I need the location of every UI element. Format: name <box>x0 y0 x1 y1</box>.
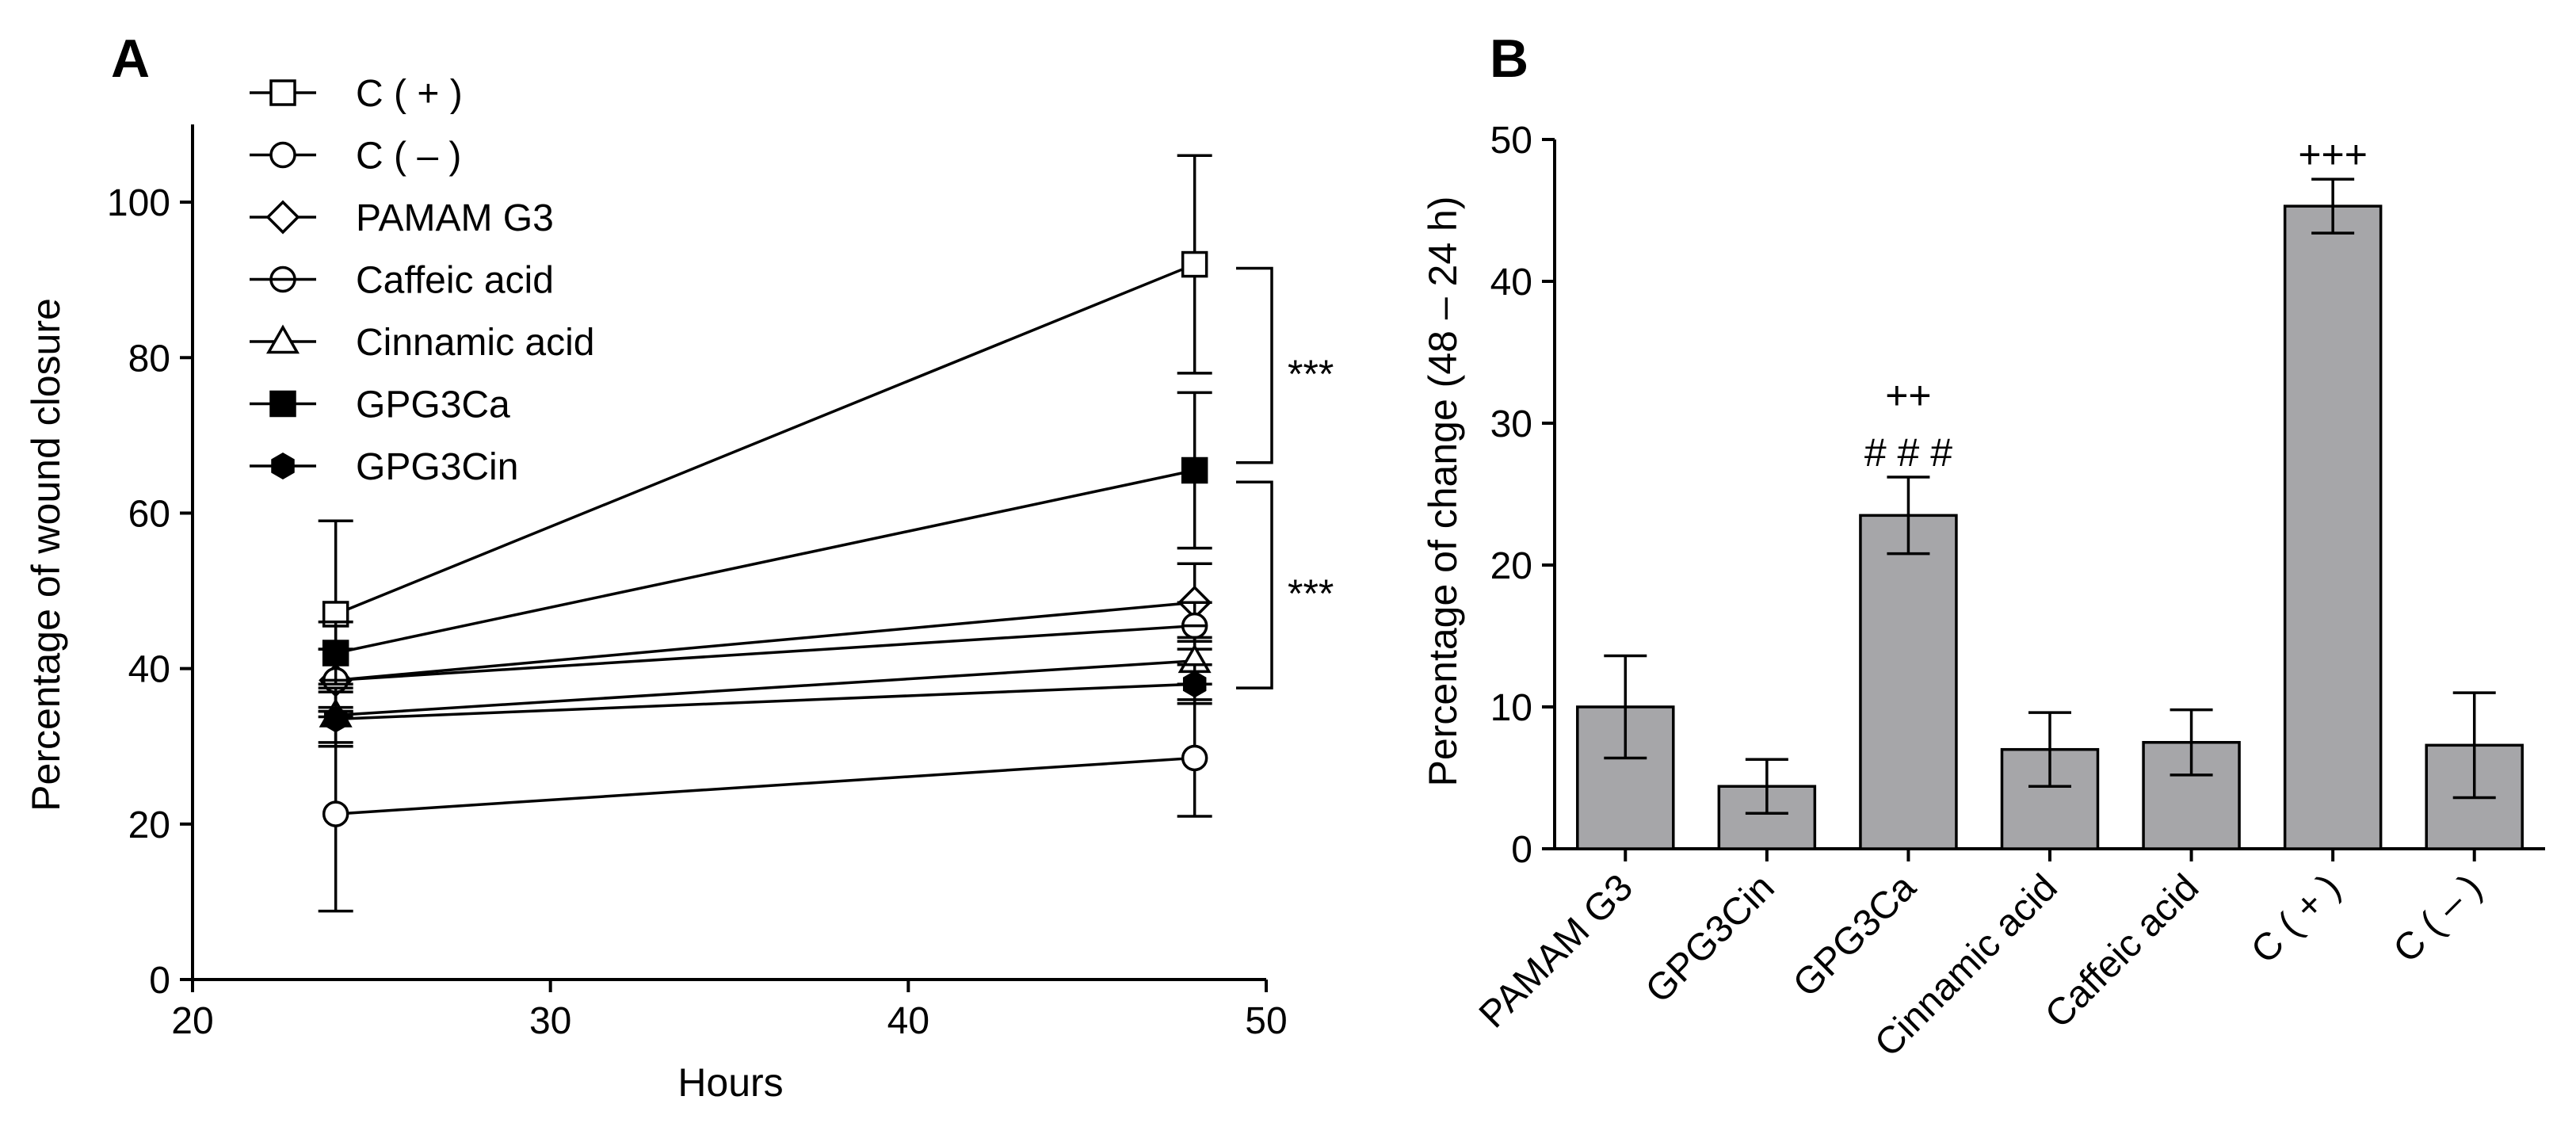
y-tick-label: 30 <box>1490 403 1532 445</box>
legend-item: GPG3Ca <box>250 384 510 426</box>
panel-a-legend: C ( + ) C ( – ) PAMAM G3 Caffeic acid Cinnam… <box>250 73 594 488</box>
marker-circle-open <box>1181 744 1208 772</box>
marker-square-open <box>269 79 296 106</box>
legend-label: C ( – ) <box>356 136 461 178</box>
y-tick-label: 0 <box>1511 829 1532 871</box>
panel-b-bars <box>1576 178 2524 850</box>
series-line <box>335 682 1195 721</box>
panel-a-series <box>318 154 1212 913</box>
legend-item: C ( – ) <box>250 136 461 178</box>
annotation-text: # # # <box>1864 430 1952 475</box>
annotation-text: ++ <box>1885 373 1931 418</box>
bar-group <box>2283 178 2383 850</box>
legend-item: GPG3Cin <box>250 446 518 488</box>
marker-square-filled <box>322 640 349 666</box>
legend-label: C ( + ) <box>356 73 463 115</box>
y-tick-label: 80 <box>128 338 170 380</box>
y-tick-label: 100 <box>107 182 170 224</box>
marker-square-filled <box>269 390 296 418</box>
bar-group <box>2425 691 2524 850</box>
bar-group <box>2142 708 2241 850</box>
significance-stars: *** <box>1288 571 1334 616</box>
annotation-text: +++ <box>2298 132 2368 177</box>
x-tick-label: Caffeic acid <box>2037 866 2207 1036</box>
marker-square-open <box>1181 250 1208 278</box>
bracket-line <box>1236 480 1273 689</box>
y-tick-label: 20 <box>1490 545 1532 587</box>
marker-hexagon-filled <box>271 452 295 480</box>
y-tick-label: 40 <box>128 649 170 691</box>
marker-hexagon-filled <box>1182 670 1207 698</box>
y-tick-label: 20 <box>128 804 170 846</box>
legend-item: C ( + ) <box>250 73 463 115</box>
marker-circle-open <box>269 141 296 169</box>
series-line <box>335 468 1196 655</box>
panel-a-x-axis-label: Hours <box>677 1060 783 1105</box>
series <box>318 663 1212 748</box>
x-tick-label: 20 <box>171 1000 213 1042</box>
legend-label: Cinnamic acid <box>356 322 594 364</box>
series-line <box>335 659 1195 717</box>
bar <box>1859 514 1958 850</box>
marker-circle-half <box>1181 612 1208 640</box>
panel-a-y-axis-label: Percentage of wound closure <box>24 298 68 812</box>
series-line <box>335 262 1196 616</box>
marker-diamond-open <box>265 200 300 235</box>
bar-group <box>1717 758 1817 850</box>
x-tick-label: C ( – ) <box>2386 866 2490 971</box>
significance-bracket: *** <box>1236 266 1334 464</box>
series <box>318 698 1212 913</box>
x-tick-label: 30 <box>529 1000 571 1042</box>
panel-a-axes <box>191 124 1266 981</box>
significance-annotation: ++ # # # <box>1864 373 1952 475</box>
bar-group <box>1576 654 1675 850</box>
panel-a-annotations: *** *** <box>1236 266 1334 689</box>
series <box>318 391 1212 686</box>
panel-b-annotations: ++ # # # +++ <box>1864 132 2368 475</box>
bar <box>2283 204 2383 850</box>
marker-circle-open <box>322 800 349 827</box>
y-tick-label: 40 <box>1490 262 1532 304</box>
marker-square-filled <box>1181 456 1208 484</box>
x-tick-label: 50 <box>1245 1000 1287 1042</box>
x-tick-label: 40 <box>887 1000 929 1042</box>
legend-label: PAMAM G3 <box>356 197 554 239</box>
x-tick-label: GPG3Cin <box>1638 866 1783 1011</box>
marker-hexagon-filled <box>323 705 348 733</box>
marker-circle-half <box>269 265 296 293</box>
significance-stars: *** <box>1288 352 1334 396</box>
y-tick-label: 60 <box>128 493 170 535</box>
x-tick-label: C ( + ) <box>2243 866 2349 972</box>
legend-item: Caffeic acid <box>250 260 554 302</box>
x-tick-label: GPG3Ca <box>1785 866 1924 1005</box>
y-tick-label: 50 <box>1490 120 1532 162</box>
legend-label: GPG3Ca <box>356 384 510 426</box>
series-line <box>335 624 1195 682</box>
series <box>318 601 1212 713</box>
bracket-line <box>1236 266 1273 464</box>
legend-item: Cinnamic acid <box>250 322 594 364</box>
panel-b-y-axis-label: Percentage of change (48 – 24 h) <box>1421 197 1465 787</box>
series-line <box>335 756 1195 815</box>
y-tick-label: 0 <box>149 960 170 1002</box>
bar-group <box>2000 711 2100 850</box>
significance-bracket: *** <box>1236 480 1334 689</box>
bar-group <box>1859 476 1958 850</box>
y-tick-label: 10 <box>1490 687 1532 729</box>
panel-a-label: A <box>111 29 150 89</box>
panel-b-label: B <box>1490 29 1528 89</box>
legend-label: Caffeic acid <box>356 260 554 302</box>
significance-annotation: +++ <box>2298 132 2368 177</box>
legend-item: PAMAM G3 <box>250 197 554 239</box>
series-line <box>335 601 1195 682</box>
x-tick-label: PAMAM G3 <box>1471 866 1641 1036</box>
legend-label: GPG3Cin <box>356 446 518 488</box>
marker-triangle-open <box>265 324 300 354</box>
